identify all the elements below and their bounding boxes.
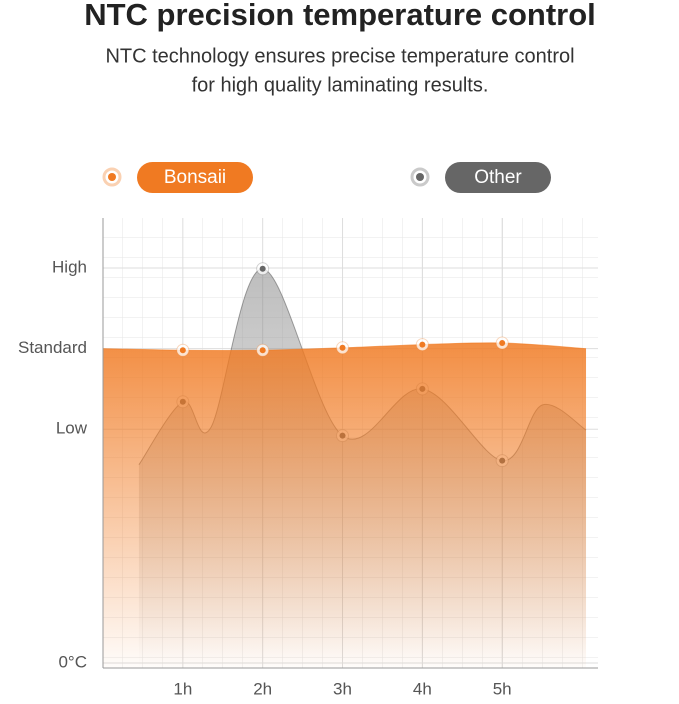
y-tick-label: Low (56, 419, 88, 438)
y-tick-label: 0°C (58, 652, 87, 671)
y-tick-label: High (52, 257, 87, 276)
x-tick-label: 4h (413, 679, 432, 698)
point (259, 265, 266, 272)
legend-pill (137, 162, 253, 193)
legend-label: Other (474, 167, 522, 188)
chart-title: NTC precision temperature control (84, 0, 596, 32)
x-tick-label: 3h (333, 679, 352, 698)
y-tick-label: Standard (18, 338, 87, 357)
point (419, 341, 426, 348)
point (499, 339, 506, 346)
legend-pill (445, 162, 551, 193)
subtitle: for high quality laminating results. (192, 74, 489, 96)
subtitle: NTC technology ensures precise temperatu… (105, 45, 574, 67)
point (259, 347, 266, 354)
legend-icon (416, 173, 424, 181)
point (339, 344, 346, 351)
area (103, 342, 587, 668)
legend-label: Bonsaii (164, 167, 226, 188)
x-tick-label: 2h (253, 679, 272, 698)
legend-icon (108, 173, 116, 181)
x-tick-label: 1h (173, 679, 192, 698)
point (179, 347, 186, 354)
x-tick-label: 5h (493, 679, 512, 698)
